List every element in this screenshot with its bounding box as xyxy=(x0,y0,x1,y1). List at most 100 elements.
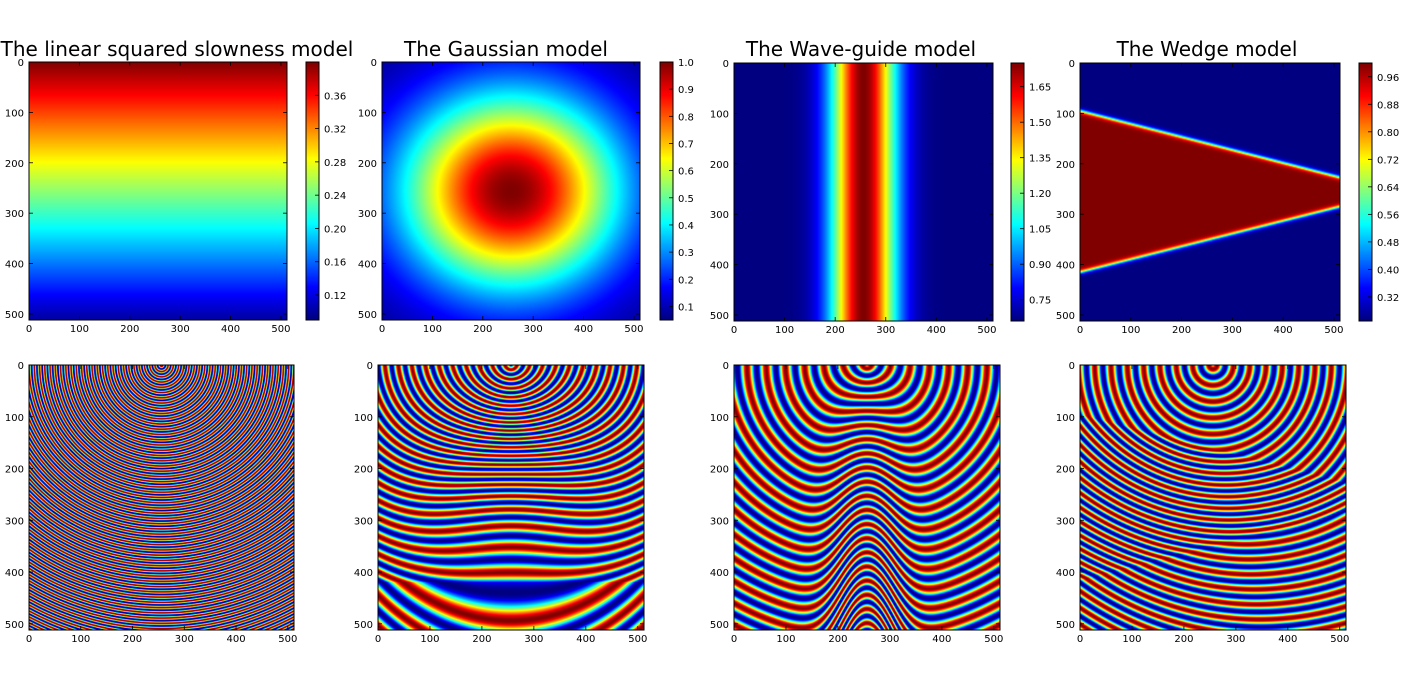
colorbar xyxy=(1011,63,1024,321)
x-tick-label: 500 xyxy=(271,324,290,335)
colorbar-tick-label: 0.90 xyxy=(1029,260,1051,271)
colorbar xyxy=(660,62,673,320)
y-tick-label: 200 xyxy=(5,465,24,476)
colorbar-frame xyxy=(1010,62,1025,322)
y-tick-label: 500 xyxy=(1056,620,1075,631)
y-tick-label: 200 xyxy=(354,465,373,476)
colorbar-tick-label: 0.40 xyxy=(1377,265,1399,276)
y-tick-label: 300 xyxy=(358,209,377,220)
plot-frame xyxy=(733,62,994,322)
colorbar xyxy=(1359,63,1372,321)
x-tick-label: 300 xyxy=(524,634,543,645)
x-tick-label: 300 xyxy=(175,634,194,645)
x-tick-label: 100 xyxy=(423,324,442,335)
x-tick-label: 200 xyxy=(473,324,492,335)
y-tick-label: 300 xyxy=(1056,210,1075,221)
colorbar-tick-label: 0.96 xyxy=(1377,73,1399,84)
x-tick-label: 400 xyxy=(927,325,946,336)
chart-title: The Wedge model xyxy=(1116,37,1298,61)
x-tick-label: 100 xyxy=(775,325,794,336)
x-tick-label: 200 xyxy=(123,634,142,645)
colorbar-tick-label: 0.12 xyxy=(324,291,346,302)
colorbar-tick-label: 0.16 xyxy=(324,258,346,269)
heatmap-image xyxy=(29,62,287,320)
x-tick-label: 400 xyxy=(576,634,595,645)
x-tick-label: 100 xyxy=(71,634,90,645)
chart-title: The Wave-guide model xyxy=(745,37,976,61)
y-tick-label: 500 xyxy=(5,310,24,321)
heatmap-image xyxy=(734,365,1000,630)
colorbar-tick-label: 0.5 xyxy=(678,194,694,205)
x-tick-label: 400 xyxy=(574,324,593,335)
y-tick-label: 0 xyxy=(371,58,377,69)
colorbar xyxy=(306,62,319,320)
colorbar-tick-label: 0.32 xyxy=(1377,293,1399,304)
colorbar-tick-label: 0.4 xyxy=(678,221,694,232)
colorbar-tick-label: 0.8 xyxy=(678,112,694,123)
colorbar-tick-label: 0.6 xyxy=(678,167,694,178)
heatmap-image xyxy=(734,63,993,321)
heatmap-image xyxy=(29,365,294,630)
y-tick-label: 200 xyxy=(710,160,729,171)
x-tick-label: 500 xyxy=(278,634,297,645)
x-tick-label: 500 xyxy=(624,324,643,335)
x-tick-label: 500 xyxy=(984,634,1003,645)
y-tick-label: 500 xyxy=(710,620,729,631)
colorbar-tick-label: 0.3 xyxy=(678,248,694,259)
y-tick-label: 400 xyxy=(710,568,729,579)
x-tick-label: 200 xyxy=(1174,634,1193,645)
y-tick-label: 500 xyxy=(710,311,729,322)
y-tick-label: 400 xyxy=(710,261,729,272)
y-tick-label: 300 xyxy=(354,516,373,527)
colorbar-tick-label: 0.56 xyxy=(1377,210,1399,221)
heatmap-image xyxy=(1080,365,1346,630)
colorbar-tick-label: 0.75 xyxy=(1029,296,1051,307)
y-tick-label: 500 xyxy=(354,620,373,631)
y-tick-label: 100 xyxy=(1056,413,1075,424)
plot-frame xyxy=(381,61,641,321)
x-tick-label: 0 xyxy=(1077,634,1083,645)
x-tick-label: 300 xyxy=(171,324,190,335)
colorbar-tick-label: 0.7 xyxy=(678,139,694,150)
x-tick-label: 0 xyxy=(26,324,32,335)
y-tick-label: 400 xyxy=(1056,568,1075,579)
x-tick-label: 0 xyxy=(1077,325,1083,336)
y-tick-label: 200 xyxy=(1056,160,1075,171)
y-tick-label: 200 xyxy=(358,159,377,170)
y-tick-label: 100 xyxy=(1056,109,1075,120)
y-tick-label: 400 xyxy=(1056,261,1075,272)
colorbar-tick-label: 0.72 xyxy=(1377,155,1399,166)
y-tick-label: 300 xyxy=(710,210,729,221)
x-tick-label: 300 xyxy=(1223,325,1242,336)
colorbar-tick-label: 1.50 xyxy=(1029,118,1051,129)
x-tick-label: 500 xyxy=(628,634,647,645)
y-tick-label: 100 xyxy=(710,413,729,424)
y-tick-label: 0 xyxy=(723,59,729,70)
y-tick-label: 0 xyxy=(18,58,24,69)
x-tick-label: 0 xyxy=(26,634,32,645)
y-tick-label: 400 xyxy=(5,568,24,579)
colorbar-tick-label: 0.80 xyxy=(1377,128,1399,139)
plot-frame xyxy=(28,364,295,631)
colorbar-tick-label: 0.1 xyxy=(678,302,694,313)
chart-title: The linear squared slowness model xyxy=(0,37,353,61)
heatmap-image xyxy=(1080,63,1340,321)
y-tick-label: 200 xyxy=(1056,465,1075,476)
y-tick-label: 400 xyxy=(354,568,373,579)
x-tick-label: 400 xyxy=(932,634,951,645)
colorbar-tick-label: 1.35 xyxy=(1029,154,1051,165)
x-tick-label: 200 xyxy=(120,324,139,335)
colorbar-frame xyxy=(1358,62,1373,322)
x-tick-label: 300 xyxy=(1226,634,1245,645)
y-tick-label: 500 xyxy=(1056,311,1075,322)
y-tick-label: 0 xyxy=(18,361,24,372)
y-tick-label: 200 xyxy=(5,159,24,170)
chart-title: The Gaussian model xyxy=(403,37,608,61)
x-tick-label: 200 xyxy=(472,634,491,645)
